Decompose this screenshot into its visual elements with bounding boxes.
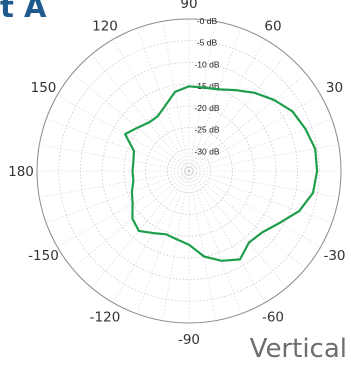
grid-spoke xyxy=(188,118,332,172)
angle-label: 150 xyxy=(31,80,57,96)
angle-label: -120 xyxy=(90,309,121,325)
series-layer xyxy=(124,85,319,262)
figure-title: t A xyxy=(0,0,47,24)
angle-label: 90 xyxy=(180,0,197,12)
figure-caption: Vertical xyxy=(249,334,347,364)
grid-spoke xyxy=(162,21,190,172)
angle-label: -60 xyxy=(262,309,284,325)
grid-spoke xyxy=(112,39,190,172)
angle-label: -150 xyxy=(28,248,59,264)
polar-grid xyxy=(36,18,342,324)
grid-spoke xyxy=(136,28,190,172)
grid-spoke xyxy=(46,118,190,172)
r-tick-label: -5 dB xyxy=(197,38,218,48)
r-tick-label: -25 dB xyxy=(194,125,219,135)
grid-spoke xyxy=(188,170,242,314)
grid-spoke xyxy=(39,144,190,172)
grid-spoke xyxy=(188,144,339,172)
grid-spoke xyxy=(188,39,266,172)
r-tick-label: -10 dB xyxy=(194,59,219,69)
grid-spoke xyxy=(91,54,190,172)
series-line xyxy=(124,85,319,262)
grid-spoke xyxy=(72,170,190,269)
grid-spoke xyxy=(136,170,190,314)
grid-spoke xyxy=(188,73,306,172)
grid-spoke xyxy=(91,170,190,288)
r-tick-label: -0 dB xyxy=(197,16,218,26)
grid-spoke xyxy=(112,170,190,303)
grid-spoke xyxy=(46,170,190,224)
angle-label: 120 xyxy=(92,19,118,35)
grid-circle xyxy=(101,83,277,259)
grid-spoke xyxy=(162,170,190,321)
grid-spoke xyxy=(188,94,321,172)
grid-spoke xyxy=(39,170,190,198)
grid-spoke xyxy=(188,170,287,288)
grid-circle xyxy=(123,105,255,237)
radial-tick-labels: -0 dB -5 dB -10 dB -15 dB -20 dB -25 dB -30 dB xyxy=(194,16,219,156)
grid-spoke xyxy=(57,170,190,248)
grid-spoke xyxy=(188,170,306,269)
grid-spoke xyxy=(188,54,287,172)
r-tick-label: -20 dB xyxy=(194,103,219,113)
grid-spoke xyxy=(188,170,321,248)
r-tick-label: -15 dB xyxy=(194,81,219,91)
angle-label: -90 xyxy=(178,332,200,348)
grid-spoke xyxy=(188,170,266,303)
grid-spoke xyxy=(188,28,242,172)
angle-label: 180 xyxy=(8,164,34,180)
r-tick-label: -30 dB xyxy=(194,146,219,156)
grid-spoke xyxy=(188,21,216,172)
grid-spoke xyxy=(72,73,190,172)
angle-label: 30 xyxy=(326,80,343,96)
angle-label: 60 xyxy=(264,19,281,35)
angle-label: -30 xyxy=(323,248,345,264)
grid-spoke xyxy=(188,170,216,321)
grid-spoke xyxy=(188,170,332,224)
grid-spoke xyxy=(57,94,190,172)
